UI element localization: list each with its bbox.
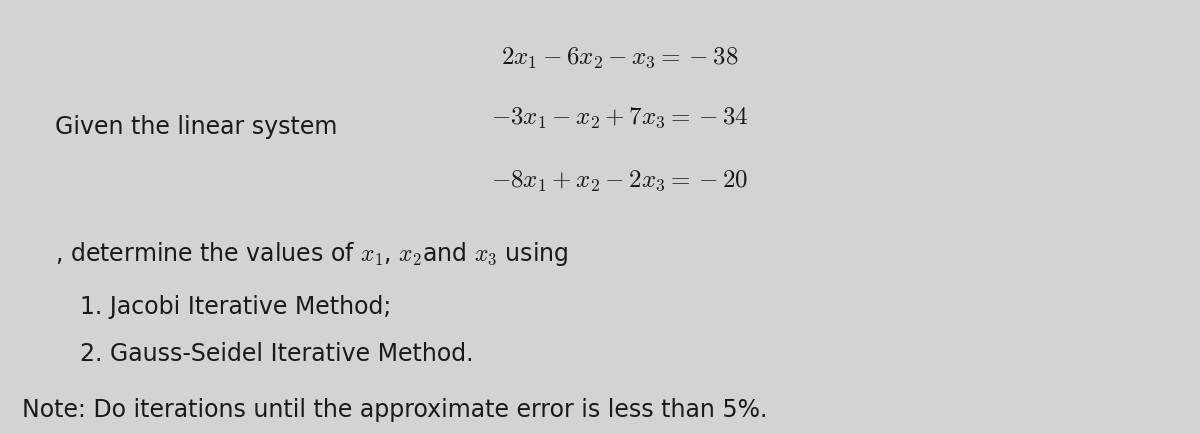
Text: Given the linear system: Given the linear system [55, 115, 337, 139]
Text: $2x_1-6x_2-x_3=-38$: $2x_1-6x_2-x_3=-38$ [502, 45, 739, 69]
Text: $-8x_1+x_2-2x_3=-20$: $-8x_1+x_2-2x_3=-20$ [492, 168, 749, 193]
Text: 2. Gauss-Seidel Iterative Method.: 2. Gauss-Seidel Iterative Method. [80, 342, 474, 366]
Text: 1. Jacobi Iterative Method;: 1. Jacobi Iterative Method; [80, 295, 391, 319]
Text: Note: Do iterations until the approximate error is less than 5%.: Note: Do iterations until the approximat… [22, 398, 767, 422]
Text: , determine the values of $x_1$, $x_2$and $x_3$ using: , determine the values of $x_1$, $x_2$an… [55, 240, 569, 268]
Text: $-3x_1-x_2+7x_3=-34$: $-3x_1-x_2+7x_3=-34$ [491, 105, 749, 130]
